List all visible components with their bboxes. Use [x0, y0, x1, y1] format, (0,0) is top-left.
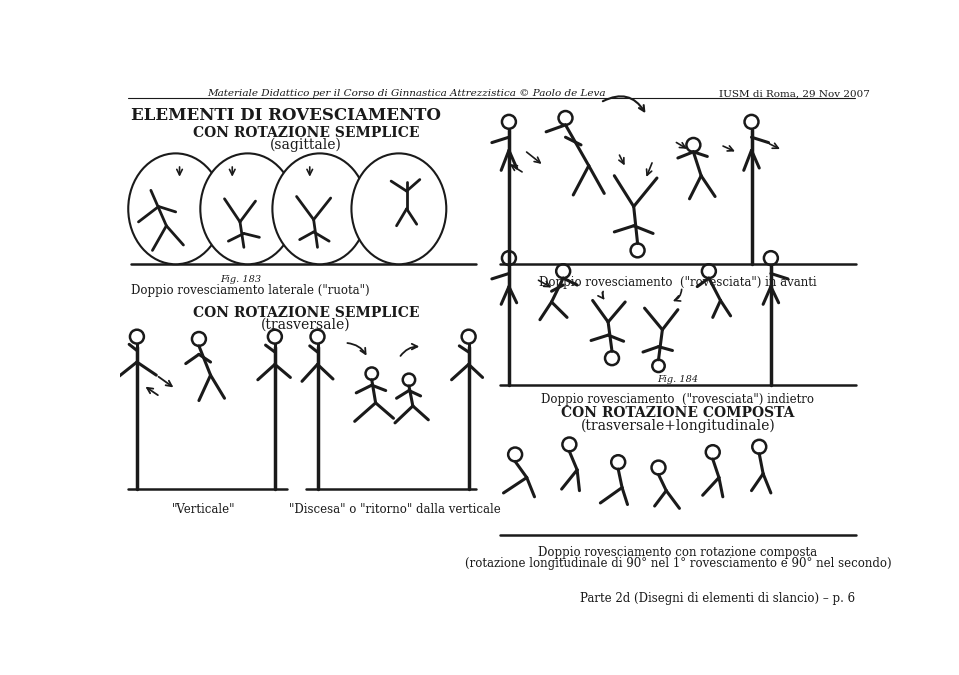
Ellipse shape [272, 153, 367, 264]
Ellipse shape [200, 153, 295, 264]
Text: "Verticale": "Verticale" [172, 503, 235, 516]
Text: Doppio rovesciamento con rotazione composta: Doppio rovesciamento con rotazione compo… [538, 546, 817, 559]
Text: Doppio rovesciamento laterale ("ruota"): Doppio rovesciamento laterale ("ruota") [130, 284, 369, 296]
Text: "Discesa" o "ritorno" dalla verticale: "Discesa" o "ritorno" dalla verticale [289, 503, 501, 516]
Text: CON ROTAZIONE COMPOSTA: CON ROTAZIONE COMPOSTA [561, 406, 795, 420]
Text: Materiale Didattico per il Corso di Ginnastica Attrezzistica © Paolo de Leva: Materiale Didattico per il Corso di Ginn… [207, 90, 606, 99]
Text: Fig. 184: Fig. 184 [657, 375, 698, 384]
Text: (trasversale+longitudinale): (trasversale+longitudinale) [580, 419, 775, 433]
Text: (rotazione longitudinale di 90° nel 1° rovesciamento e 90° nel secondo): (rotazione longitudinale di 90° nel 1° r… [464, 557, 891, 570]
Text: (trasversale): (trasversale) [261, 318, 351, 332]
Text: Doppio rovesciamento  ("rovesciata") indietro: Doppio rovesciamento ("rovesciata") indi… [542, 393, 814, 406]
Text: Fig. 183: Fig. 183 [221, 275, 262, 284]
Ellipse shape [129, 153, 223, 264]
Ellipse shape [351, 153, 446, 264]
Text: IUSM di Roma, 29 Nov 2007: IUSM di Roma, 29 Nov 2007 [718, 90, 870, 99]
Text: Parte 2d (Disegni di elementi di slancio) – p. 6: Parte 2d (Disegni di elementi di slancio… [580, 591, 855, 605]
Text: CON ROTAZIONE SEMPLICE: CON ROTAZIONE SEMPLICE [193, 126, 419, 140]
Text: ELEMENTI DI ROVESCIAMENTO: ELEMENTI DI ROVESCIAMENTO [130, 107, 441, 124]
Text: (sagittale): (sagittale) [269, 138, 341, 153]
Text: CON ROTAZIONE SEMPLICE: CON ROTAZIONE SEMPLICE [193, 306, 419, 320]
Text: Doppio rovesciamento  ("rovesciata") in avanti: Doppio rovesciamento ("rovesciata") in a… [539, 276, 817, 289]
